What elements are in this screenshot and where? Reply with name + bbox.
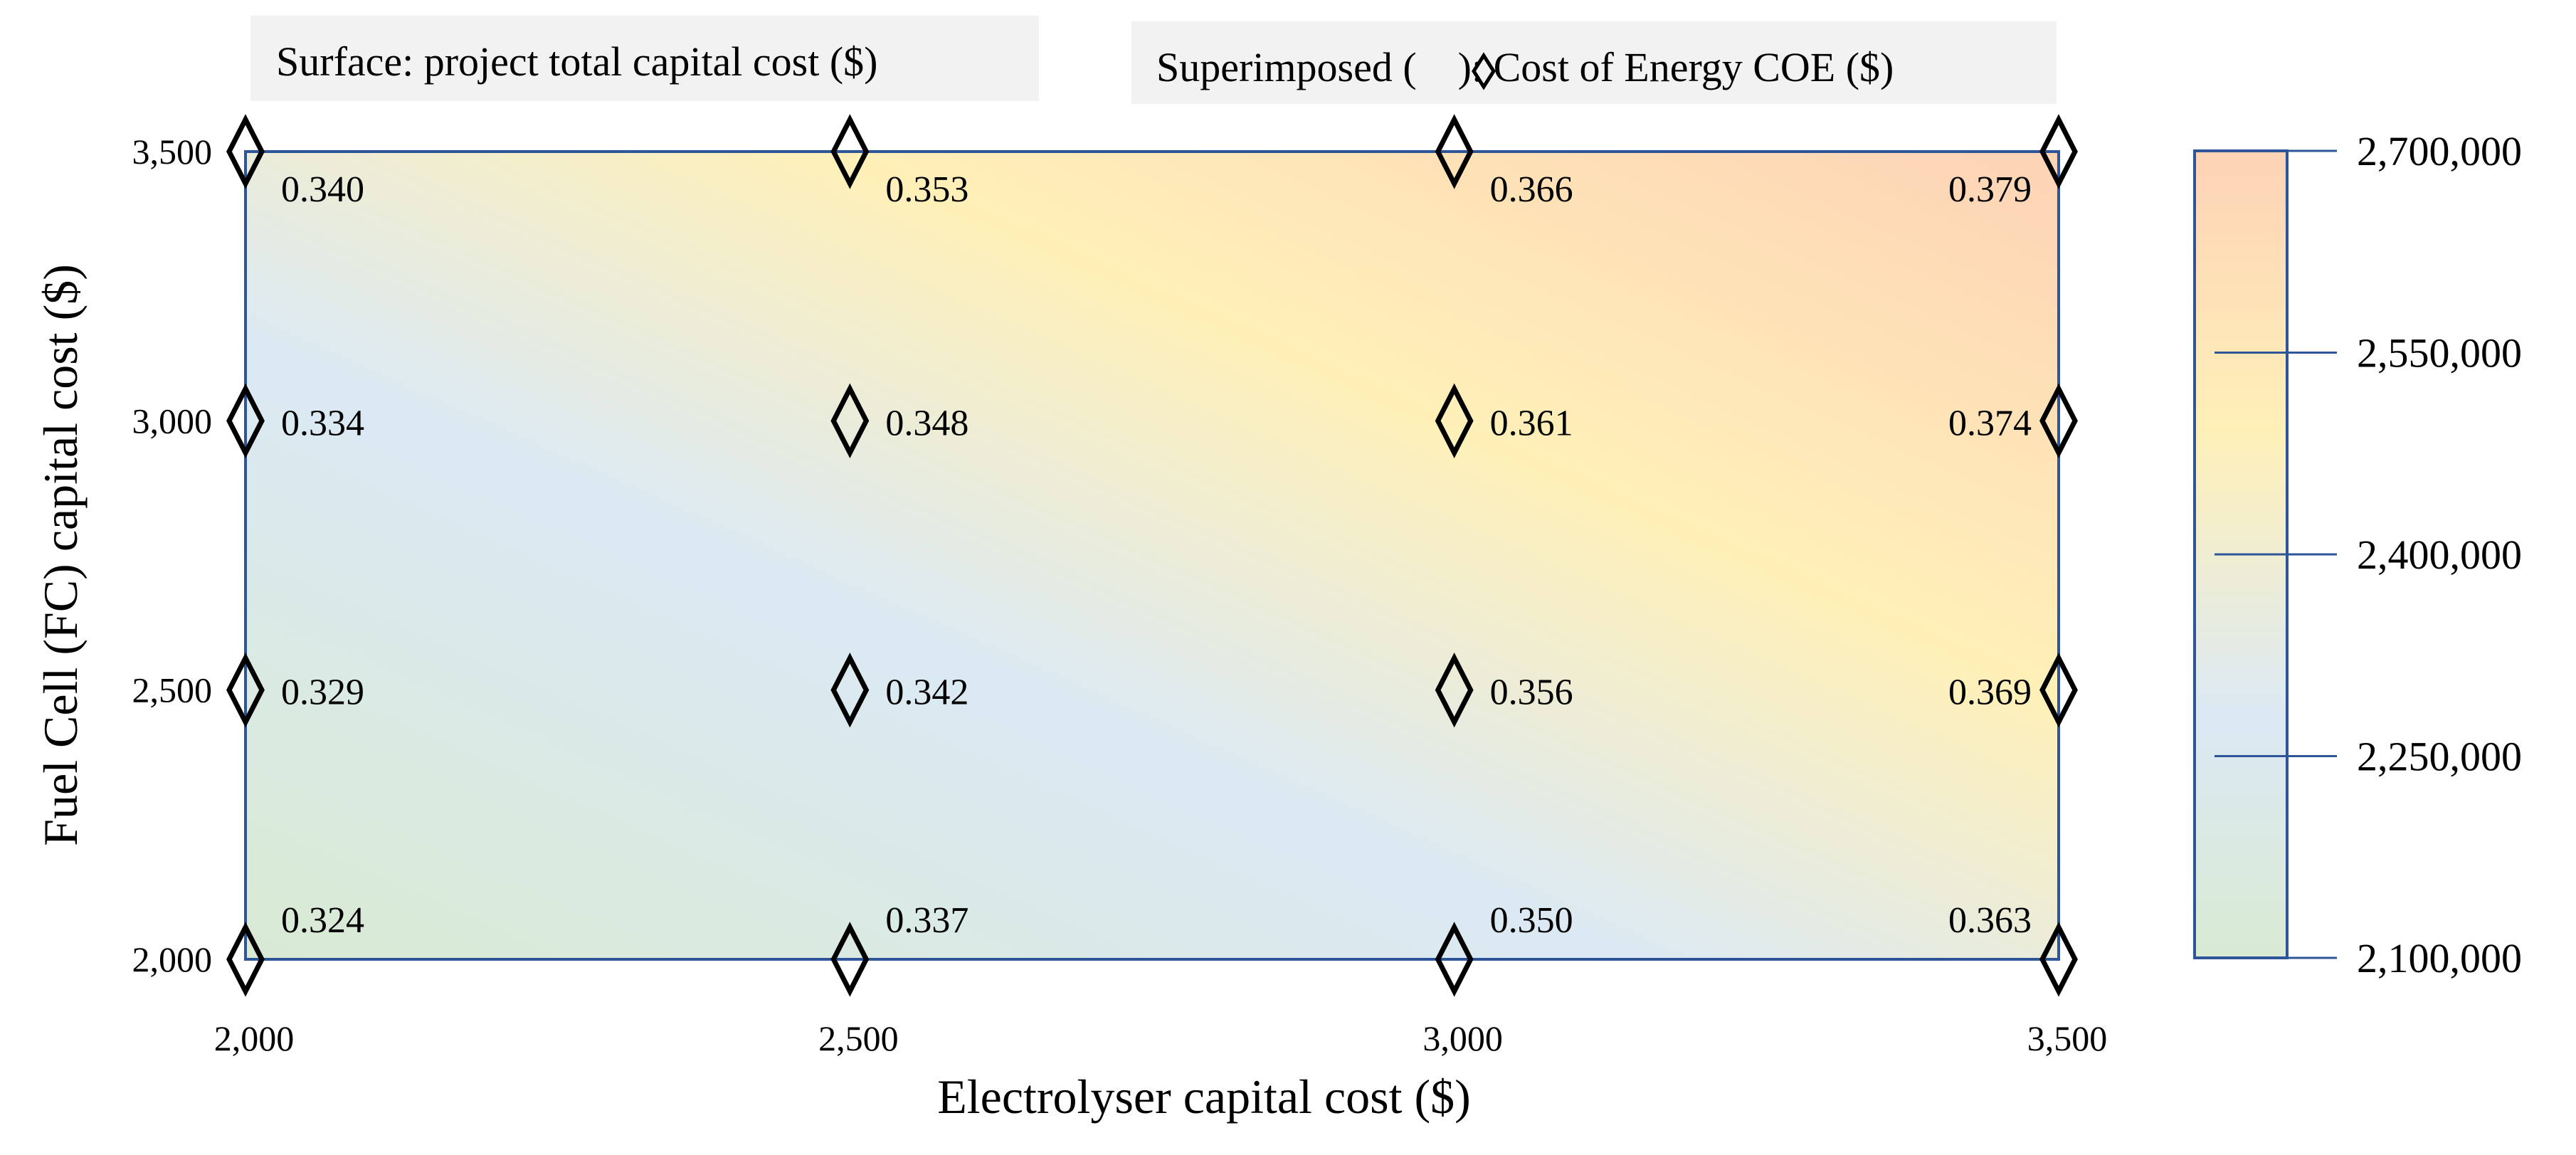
coe-value-label: 0.374 xyxy=(1948,403,2032,443)
coe-marker-diamond-icon xyxy=(226,922,265,997)
legend-diamond-icon xyxy=(1472,52,1496,90)
y-tick-label: 2,000 xyxy=(132,939,213,979)
coe-value-label: 0.363 xyxy=(1948,900,2032,941)
x-tick-label: 2,000 xyxy=(214,1018,295,1058)
coe-marker-diamond-icon xyxy=(830,383,870,459)
coe-marker-diamond-icon xyxy=(830,114,870,189)
x-tick-label: 3,000 xyxy=(1422,1018,1503,1058)
colorbar-tick-label: 2,100,000 xyxy=(2357,935,2522,981)
coe-marker-diamond-icon xyxy=(1435,922,1474,997)
superimposed-title-box: Superimposed ( ): Cost of Energy COE ($) xyxy=(1131,21,2057,104)
coe-marker-diamond-icon xyxy=(1435,652,1474,728)
colorbar-tick-label: 2,700,000 xyxy=(2357,128,2522,174)
coe-value-label: 0.350 xyxy=(1490,900,1573,941)
coe-value-label: 0.369 xyxy=(1948,673,2032,713)
colorbar-tick-label: 2,550,000 xyxy=(2357,330,2522,376)
colorbar-tick-label: 2,250,000 xyxy=(2357,734,2522,780)
superimposed-title-prefix: Superimposed ( xyxy=(1156,44,1417,90)
coe-marker-diamond-icon xyxy=(2039,114,2078,189)
y-axis: 2,000 2,500 3,000 3,500 xyxy=(132,132,213,979)
coe-value-label: 0.353 xyxy=(885,169,968,210)
y-tick-label: 3,000 xyxy=(132,401,213,441)
coe-marker-diamond-icon xyxy=(830,652,870,728)
coe-value-label: 0.324 xyxy=(281,900,364,941)
x-tick-label: 3,500 xyxy=(2027,1018,2108,1058)
coe-marker-diamond-icon xyxy=(2039,652,2078,728)
coe-marker-diamond-icon xyxy=(226,652,265,728)
coe-marker-diamond-icon xyxy=(1435,383,1474,459)
surface-area xyxy=(246,152,2059,959)
surface-title: Surface: project total capital cost ($) xyxy=(276,38,877,85)
plot-frame xyxy=(244,150,2060,961)
coe-value-label: 0.329 xyxy=(281,673,364,713)
coe-value-label: 0.334 xyxy=(281,403,364,443)
coe-value-label: 0.356 xyxy=(1490,673,1573,713)
coe-value-label: 0.342 xyxy=(885,673,968,713)
x-tick-label: 2,500 xyxy=(818,1018,899,1058)
coe-value-label: 0.366 xyxy=(1490,169,1573,210)
x-axis: 2,000 2,500 3,000 3,500 xyxy=(214,1018,2108,1058)
coe-value-label: 0.348 xyxy=(885,403,968,443)
coe-marker-diamond-icon xyxy=(226,114,265,189)
y-tick-label: 2,500 xyxy=(132,670,213,710)
coe-value-label: 0.361 xyxy=(1490,403,1573,443)
x-axis-title: Electrolyser capital cost ($) xyxy=(937,1070,1471,1124)
coe-marker-diamond-icon xyxy=(830,922,870,997)
coe-value-label: 0.379 xyxy=(1948,169,2032,210)
coe-value-label: 0.340 xyxy=(281,169,364,210)
coe-markers: 0.324 0.337 0.350 0.363 0.329 0.342 0.356 0.369… xyxy=(226,114,2078,997)
superimposed-title-suffix: ): Cost of Energy COE ($) xyxy=(1458,44,1894,90)
superimposed-title: Superimposed ( ): Cost of Energy COE ($) xyxy=(1156,44,1894,90)
y-axis-title: Fuel Cell (FC) capital cost ($) xyxy=(33,264,88,846)
y-tick-label: 3,500 xyxy=(132,132,213,172)
coe-marker-diamond-icon xyxy=(1435,114,1474,189)
surface-title-box: Surface: project total capital cost ($) xyxy=(250,16,1039,101)
coe-marker-diamond-icon xyxy=(2039,922,2078,997)
coe-marker-diamond-icon xyxy=(2039,383,2078,459)
coe-marker-diamond-icon xyxy=(226,383,265,459)
coe-value-label: 0.337 xyxy=(885,900,968,941)
colorbar-tick-label: 2,400,000 xyxy=(2357,532,2522,578)
colorbar-ticks: 2,100,000 2,250,000 2,400,000 2,550,000 2,70… xyxy=(2215,128,2522,981)
